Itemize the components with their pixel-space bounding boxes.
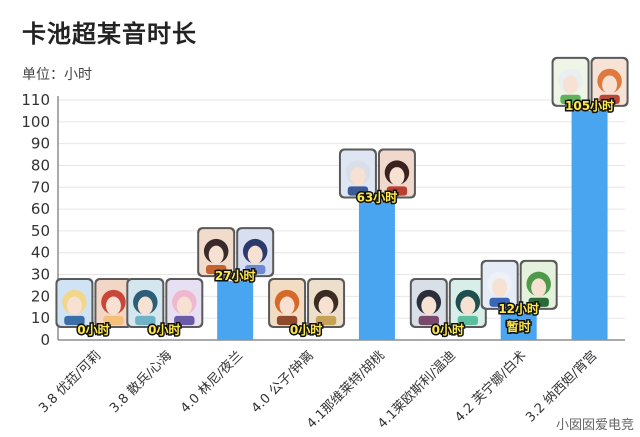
card-white-green-icon [551,56,590,107]
card-dark-blue-icon [236,227,275,278]
card-dark-armor-icon [409,278,448,328]
card-green-hat-icon [519,259,558,310]
character-outfit [315,315,337,326]
card-orange-hair-icon [268,278,307,328]
card-dark-brown-icon [307,278,346,328]
character-face [563,75,579,94]
y-tick-label: 70 [31,178,50,196]
character-outfit [205,264,227,275]
card-orange-fox-icon [590,56,629,107]
bar [358,202,395,340]
character-outfit [64,315,85,326]
character-face [66,296,82,315]
character-face [137,296,153,315]
y-tick-label: 40 [31,244,50,262]
x-category-label: 4.0 林尼/夜兰 [178,348,246,416]
y-tick-label: 50 [31,222,50,240]
bar [571,110,608,340]
y-tick-labels: 0 10 20 30 40 50 60 70 80 90 100 110 [21,91,50,349]
data-label: 0小时 [77,322,109,337]
character-face [531,278,547,297]
y-tick-label: 100 [21,113,50,131]
character-face [208,245,224,265]
bar [217,281,254,340]
y-tick-label: 10 [31,309,50,327]
character-outfit [347,186,369,196]
data-label: 27小时 [215,268,256,283]
card-black-hat-icon [377,148,416,199]
card-white-hair-icon [338,148,377,199]
character-face [421,296,437,315]
x-category-label: 3.8 散兵/心海 [107,348,175,416]
character-face [492,278,508,297]
character-face [460,296,476,315]
card-teal-braids-icon [448,278,487,328]
x-category-label: 4.2 芙宁娜/白术 [452,348,530,426]
character-face [350,167,366,186]
x-category-label: 4.0 公子/钟离 [248,348,317,417]
card-pink-hair-icon [165,278,204,328]
character-outfit [560,94,581,104]
x-category-labels: 3.8 优菈/可莉 3.8 散兵/心海 4.0 林尼/夜兰 4.0 公子/钟离4.1那… [36,348,600,432]
character-outfit [386,186,408,196]
card-blonde-icon [55,278,94,328]
character-outfit [599,94,620,104]
data-label: 63小时 [357,190,398,205]
bars [217,110,608,340]
card-red-hood-icon [94,278,133,328]
character-outfit [276,315,298,326]
character-outfit [135,315,156,326]
x-category-label: 3.8 优菈/可莉 [36,348,104,416]
data-label: 0小时 [290,322,322,337]
y-tick-label: 60 [31,200,50,218]
card-blue-hat-icon [126,278,165,328]
y-tick-label: 0 [40,331,50,349]
character-face [318,296,334,315]
character-face [279,296,295,315]
x-category-label: 4.1莱欧斯利/温迪 [375,348,458,431]
data-label: 105小时 [565,98,614,113]
bar [500,313,537,340]
character-face [176,296,192,315]
x-category-label: 4.1那维莱特/胡桃 [304,348,387,431]
data-label-note: 暂时 [507,319,531,334]
character-face [602,75,618,94]
data-label: 0小时 [432,322,464,337]
chart-title: 卡池超某音时长 [22,20,197,48]
y-tick-label: 30 [31,266,50,284]
y-tick-label: 90 [31,135,50,153]
y-tick-label: 110 [21,91,50,109]
character-outfit [457,315,479,326]
character-outfit [244,264,266,275]
character-cards [55,56,629,328]
character-outfit [103,315,124,326]
character-outfit [489,297,510,307]
card-top-hat-icon [197,227,236,278]
character-outfit [174,315,195,326]
character-outfit [418,315,440,326]
y-tick-label: 80 [31,156,50,174]
character-face [105,296,121,315]
data-label: 0小时 [148,322,180,337]
character-face [247,245,263,265]
watermark: 小囡囡爱电竞 [555,418,634,433]
y-tick-label: 20 [31,287,50,305]
data-label: 12小时 [498,301,539,316]
card-white-blue-icon [480,259,519,310]
character-face [389,167,405,186]
character-outfit [528,297,549,307]
unit-label: 单位：小时 [22,67,92,83]
